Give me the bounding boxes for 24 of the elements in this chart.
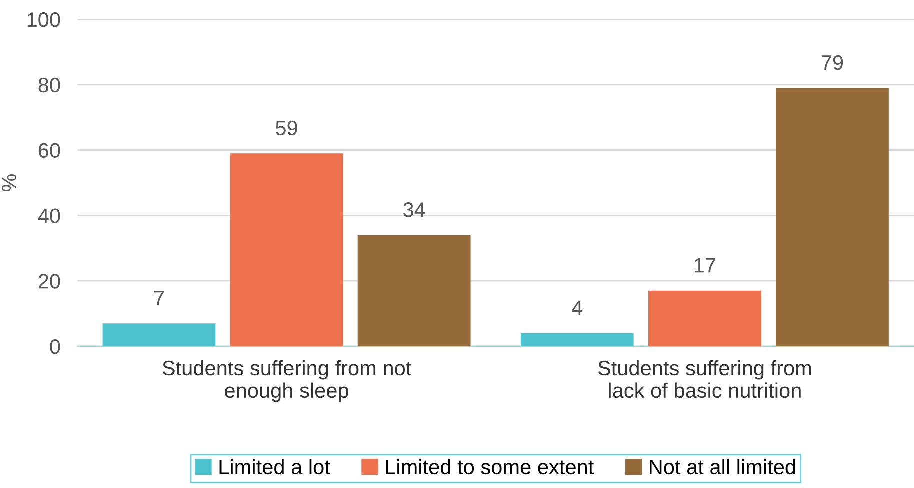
y-tick-label: 100 bbox=[28, 12, 60, 28]
x-tick-label: Students suffering from not enough sleep bbox=[162, 360, 412, 402]
data-label: 59 bbox=[276, 120, 298, 136]
data-label: 17 bbox=[694, 258, 716, 273]
y-tick-label: 80 bbox=[38, 78, 60, 93]
y-tick-label: 60 bbox=[38, 143, 60, 158]
data-label: 34 bbox=[404, 202, 426, 218]
bar bbox=[358, 235, 471, 346]
x-tick-label: Students suffering from lack of basic nutrition bbox=[598, 360, 812, 398]
legend-label: Not at all limited bbox=[650, 459, 796, 475]
y-tick-label: 0 bbox=[50, 339, 60, 354]
data-label: 79 bbox=[822, 55, 844, 70]
y-tick-label: 20 bbox=[38, 274, 60, 289]
bar bbox=[776, 88, 889, 346]
bar bbox=[102, 324, 216, 346]
legend-label: Limited to some extent bbox=[386, 459, 594, 475]
data-label: 4 bbox=[572, 300, 583, 316]
bar bbox=[648, 290, 762, 346]
bar bbox=[230, 154, 344, 346]
bar bbox=[520, 333, 634, 346]
legend-label: Limited a lot bbox=[220, 459, 330, 475]
y-axis-title: % bbox=[2, 174, 17, 192]
data-label: 7 bbox=[154, 291, 164, 306]
y-tick-label: 40 bbox=[38, 208, 60, 224]
